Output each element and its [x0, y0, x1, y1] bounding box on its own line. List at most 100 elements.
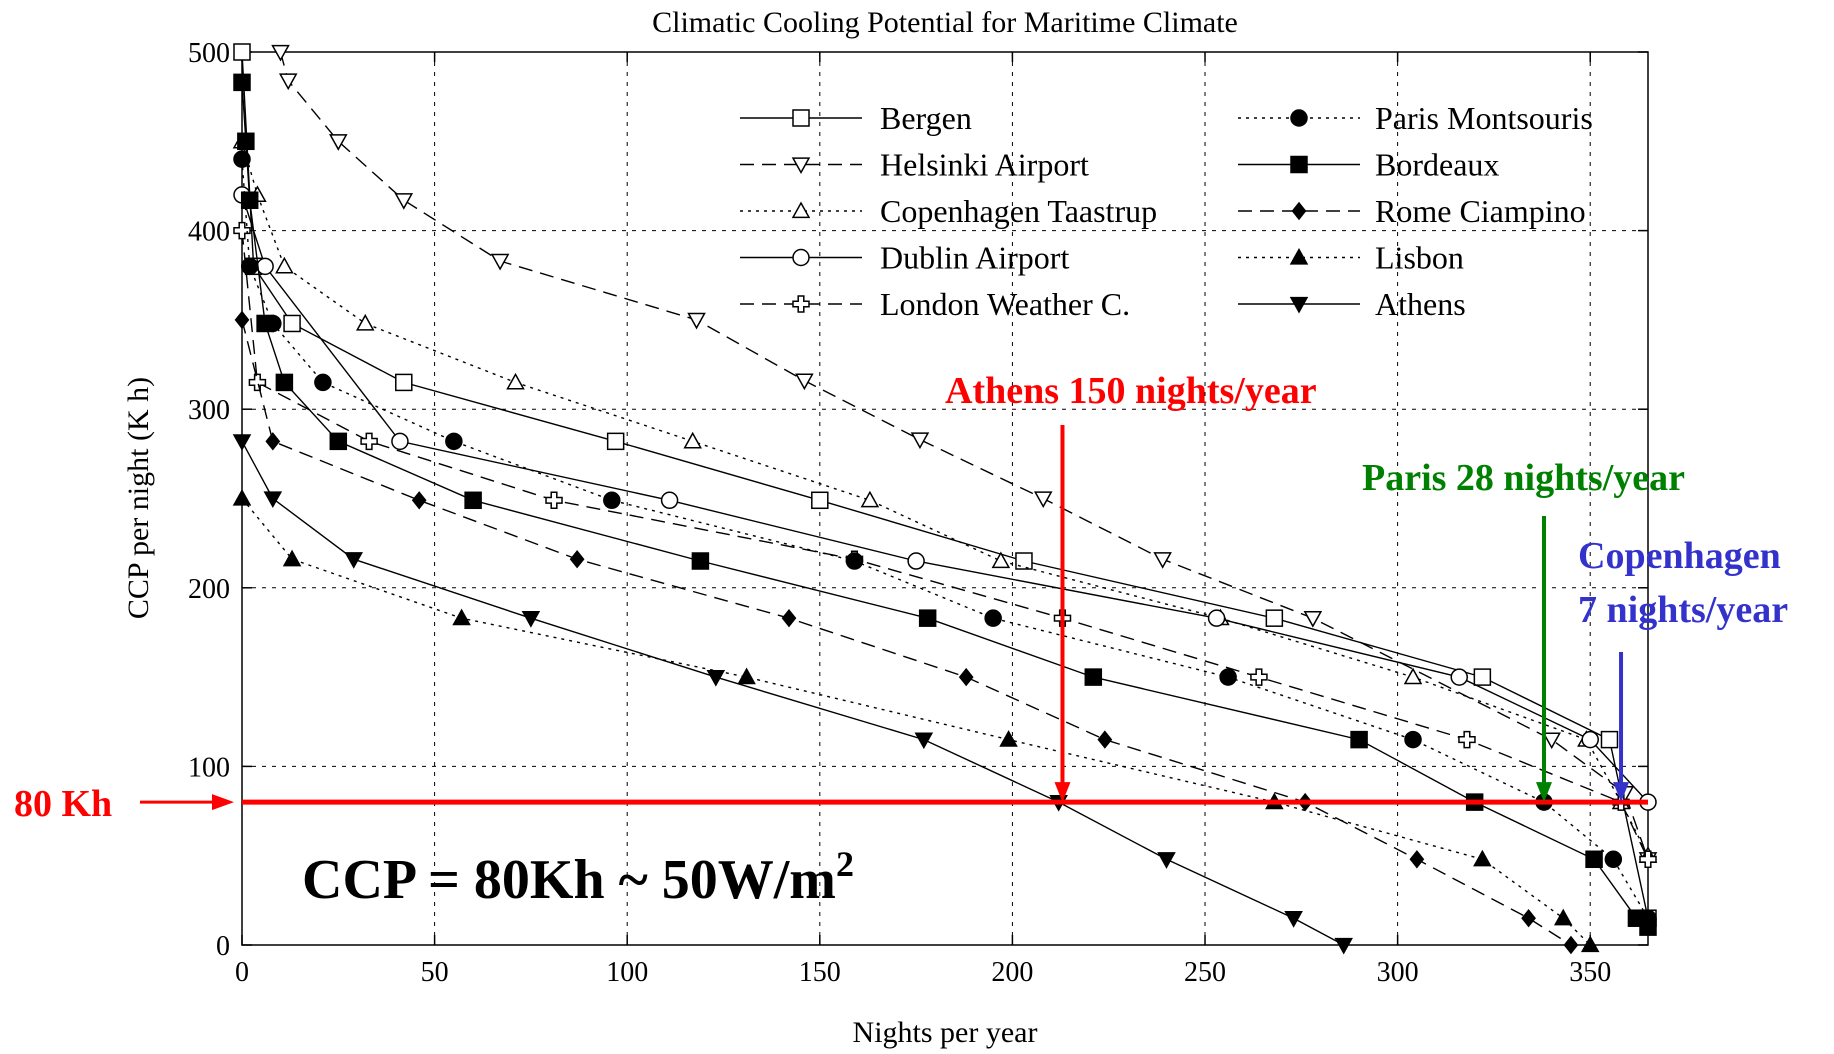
data-point — [1290, 109, 1308, 127]
formula-superscript: 2 — [836, 844, 854, 884]
x-tick-label: 0 — [235, 957, 249, 988]
data-point — [1219, 668, 1237, 686]
x-tick-label: 50 — [421, 957, 449, 988]
data-point — [1033, 491, 1053, 509]
data-point — [237, 132, 255, 151]
data-point — [606, 432, 625, 451]
athens-arrow-head — [1054, 782, 1071, 803]
data-point — [792, 109, 810, 127]
legend-entry: Helsinki Airport — [740, 147, 1089, 183]
copenhagen-label-line2: 7 nights/year — [1578, 589, 1788, 631]
legend-entry: London Weather C. — [740, 286, 1130, 322]
legend-label: Bergen — [880, 100, 972, 136]
data-point — [271, 44, 290, 62]
data-point — [1291, 201, 1307, 221]
data-point — [452, 608, 471, 626]
athens-label: Athens 150 nights/year — [945, 370, 1317, 412]
data-point — [795, 373, 814, 391]
data-point — [1600, 730, 1619, 749]
data-point — [233, 73, 251, 92]
legend-label: Athens — [1375, 286, 1466, 322]
chart-title: Climatic Cooling Potential for Maritime … — [652, 6, 1238, 39]
data-point — [1290, 155, 1308, 174]
legend-label: Dublin Airport — [880, 240, 1069, 276]
data-point — [391, 432, 409, 451]
legend-label: Copenhagen Taastrup — [880, 193, 1157, 229]
legend-entry: Bergen — [740, 100, 972, 136]
data-point — [691, 552, 710, 570]
data-point — [240, 257, 259, 276]
data-point — [1334, 937, 1353, 955]
series-group — [232, 43, 1658, 955]
data-point — [984, 609, 1002, 627]
data-point — [256, 314, 274, 333]
threshold-annotation: 80 Kh — [14, 783, 1648, 825]
data-point — [283, 314, 301, 333]
data-point — [394, 193, 414, 210]
data-point — [360, 432, 378, 451]
data-point — [490, 253, 510, 271]
data-point — [1639, 918, 1657, 936]
data-point — [791, 201, 811, 219]
data-point — [1585, 850, 1603, 869]
y-tick-label: 300 — [188, 395, 230, 426]
data-point — [1473, 849, 1492, 867]
data-point — [1409, 850, 1425, 869]
x-tick-label: 250 — [1184, 957, 1226, 988]
data-point — [329, 432, 348, 451]
legend-entry: Copenhagen Taastrup — [740, 193, 1157, 229]
data-point — [1289, 247, 1309, 265]
paris-annotation: Paris 28 nights/year — [1362, 457, 1685, 803]
data-point — [545, 491, 563, 510]
data-point — [1553, 908, 1573, 926]
data-point — [344, 552, 363, 569]
data-point — [1563, 935, 1579, 955]
data-point — [1015, 552, 1033, 570]
data-point — [275, 256, 294, 274]
data-point — [1097, 730, 1113, 749]
data-point — [1084, 668, 1103, 686]
data-point — [355, 313, 375, 331]
data-point — [329, 134, 348, 151]
legend-label: Rome Ciampino — [1375, 193, 1586, 229]
data-point — [282, 549, 302, 567]
data-point — [910, 432, 930, 450]
y-axis-label: CCP per night (K h) — [122, 377, 155, 619]
legend-entry: Athens — [1238, 286, 1466, 322]
data-point — [1289, 296, 1309, 314]
copenhagen-annotation: Copenhagen 7 nights/year — [1578, 535, 1788, 803]
data-point — [860, 490, 880, 508]
legend-label: Bordeaux — [1375, 147, 1499, 183]
data-point — [918, 609, 937, 627]
x-tick-label: 200 — [991, 957, 1033, 988]
legend-entry: Paris Montsouris — [1238, 100, 1593, 136]
data-point — [1581, 730, 1599, 749]
y-tick-label: 100 — [188, 752, 230, 783]
data-point — [314, 373, 332, 392]
series-line — [241, 440, 1345, 946]
data-point — [240, 191, 259, 209]
data-point — [1604, 850, 1623, 869]
data-point — [569, 550, 585, 569]
legend-label: Paris Montsouris — [1375, 100, 1593, 136]
data-point — [845, 552, 864, 570]
x-ticks: 0 50 100 150 200 250 300 350 — [235, 52, 1611, 988]
x-tick-label: 350 — [1569, 957, 1611, 988]
y-ticks: 0 100 200 300 400 500 — [188, 38, 1648, 962]
data-point — [1157, 852, 1176, 869]
data-point — [464, 491, 482, 510]
data-point — [1303, 611, 1323, 628]
data-point — [1265, 609, 1284, 627]
x-tick-label: 300 — [1377, 957, 1419, 988]
series-line — [241, 230, 1649, 860]
data-point — [958, 667, 974, 687]
series-rome-ciampino — [234, 310, 1579, 955]
data-point — [278, 73, 298, 91]
data-point — [506, 372, 525, 390]
data-point — [275, 373, 294, 392]
data-point — [1458, 730, 1476, 749]
x-tick-label: 100 — [606, 957, 648, 988]
y-tick-label: 0 — [216, 931, 230, 962]
data-point — [395, 373, 413, 392]
data-point — [256, 257, 274, 276]
